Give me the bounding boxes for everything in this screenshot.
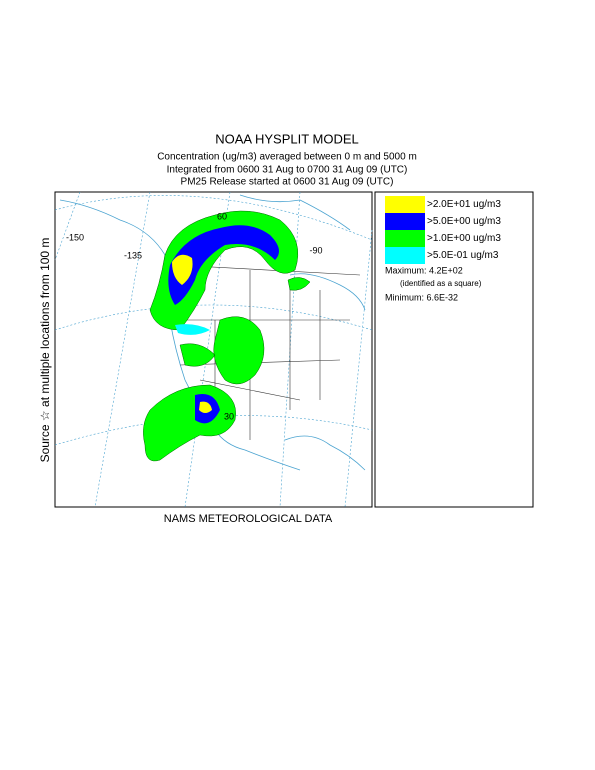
minimum: Minimum: 6.6E-32	[385, 292, 458, 302]
side-label: Source ☆ at multiple locations from 100 …	[38, 238, 52, 463]
subtitle: PM25 Release started at 0600 31 Aug 09 (…	[181, 177, 394, 188]
legend-swatch	[385, 230, 425, 247]
legend-swatch	[385, 247, 425, 264]
plume-north-peak	[172, 254, 193, 285]
grid-label: -135	[124, 250, 142, 260]
legend-label: >2.0E+01 ug/m3	[427, 199, 501, 210]
footer: NAMS METEOROLOGICAL DATA	[164, 513, 333, 525]
legend-label: >5.0E+00 ug/m3	[427, 216, 501, 227]
legend: >2.0E+01 ug/m3 >5.0E+00 ug/m3 >1.0E+00 ug/…	[374, 191, 534, 508]
subtitle: Integrated from 0600 31 Aug to 0700 31 A…	[167, 165, 408, 176]
grid-label: 30	[224, 411, 234, 421]
legend-label: >5.0E-01 ug/m3	[427, 250, 499, 261]
legend-swatch	[385, 213, 425, 230]
subtitle: Concentration (ug/m3) averaged between 0…	[157, 152, 417, 163]
legend-label: >1.0E+00 ug/m3	[427, 233, 501, 244]
grid-label: -90	[309, 245, 322, 255]
plume-south-peak	[199, 401, 212, 413]
legend-swatch	[385, 196, 425, 213]
plume-north-core	[168, 225, 279, 305]
plume-middle-edge	[175, 324, 210, 335]
title: NOAA HYSPLIT MODEL	[215, 131, 359, 146]
maximum: Maximum: 4.2E+02	[385, 265, 463, 275]
grid-label: 60	[217, 211, 227, 221]
grid-labels: -150 -135 -90 60 30	[66, 211, 323, 421]
coastline	[59, 194, 366, 471]
maximum-note: (identified as a square)	[400, 279, 482, 288]
plume-east	[287, 277, 311, 291]
map	[54, 191, 373, 508]
plume-middle	[179, 316, 265, 385]
grid-label: -150	[66, 232, 84, 242]
